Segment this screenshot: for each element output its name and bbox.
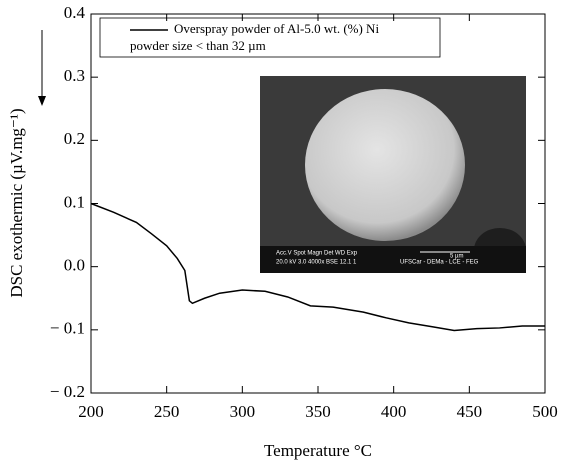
legend: Overspray powder of Al-5.0 wt. (%) Ni po… bbox=[100, 18, 440, 57]
legend-label: Overspray powder of Al-5.0 wt. (%) Ni bbox=[174, 21, 379, 36]
y-tick-label: 0.2 bbox=[64, 129, 85, 148]
y-tick-label: 0.1 bbox=[64, 192, 85, 211]
x-tick-label: 300 bbox=[230, 402, 256, 421]
y-tick-label: − 0.1 bbox=[50, 319, 85, 338]
x-tick-label: 450 bbox=[457, 402, 483, 421]
x-tick-label: 200 bbox=[78, 402, 104, 421]
arrow bbox=[38, 30, 46, 106]
inset-settings: 20.0 kV 3.0 4000x BSE 12.1 1 bbox=[276, 260, 357, 266]
y-tick-label: 0.4 bbox=[64, 3, 86, 22]
chart: Acc.V Spot Magn Det WD Exp 20.0 kV 3.0 4… bbox=[0, 0, 563, 467]
inset-header: Acc.V Spot Magn Det WD Exp bbox=[276, 251, 358, 257]
x-tick-label: 400 bbox=[381, 402, 407, 421]
y-tick-label: 0.3 bbox=[64, 66, 85, 85]
y-tick-label: 0.0 bbox=[64, 256, 85, 275]
inset-image: Acc.V Spot Magn Det WD Exp 20.0 kV 3.0 4… bbox=[260, 76, 526, 273]
x-tick-label: 250 bbox=[154, 402, 180, 421]
x-tick-label: 350 bbox=[305, 402, 331, 421]
inset-credit: UFSCar - DEMa - LCE - FEG bbox=[400, 260, 479, 266]
legend-note: powder size < than 32 µm bbox=[130, 38, 266, 53]
x-axis-label: Temperature °C bbox=[264, 441, 372, 460]
x-tick-label: 500 bbox=[532, 402, 558, 421]
y-axis-label: DSC exothermic (µV.mg⁻¹) bbox=[7, 108, 26, 297]
y-tick-label: − 0.2 bbox=[50, 382, 85, 401]
